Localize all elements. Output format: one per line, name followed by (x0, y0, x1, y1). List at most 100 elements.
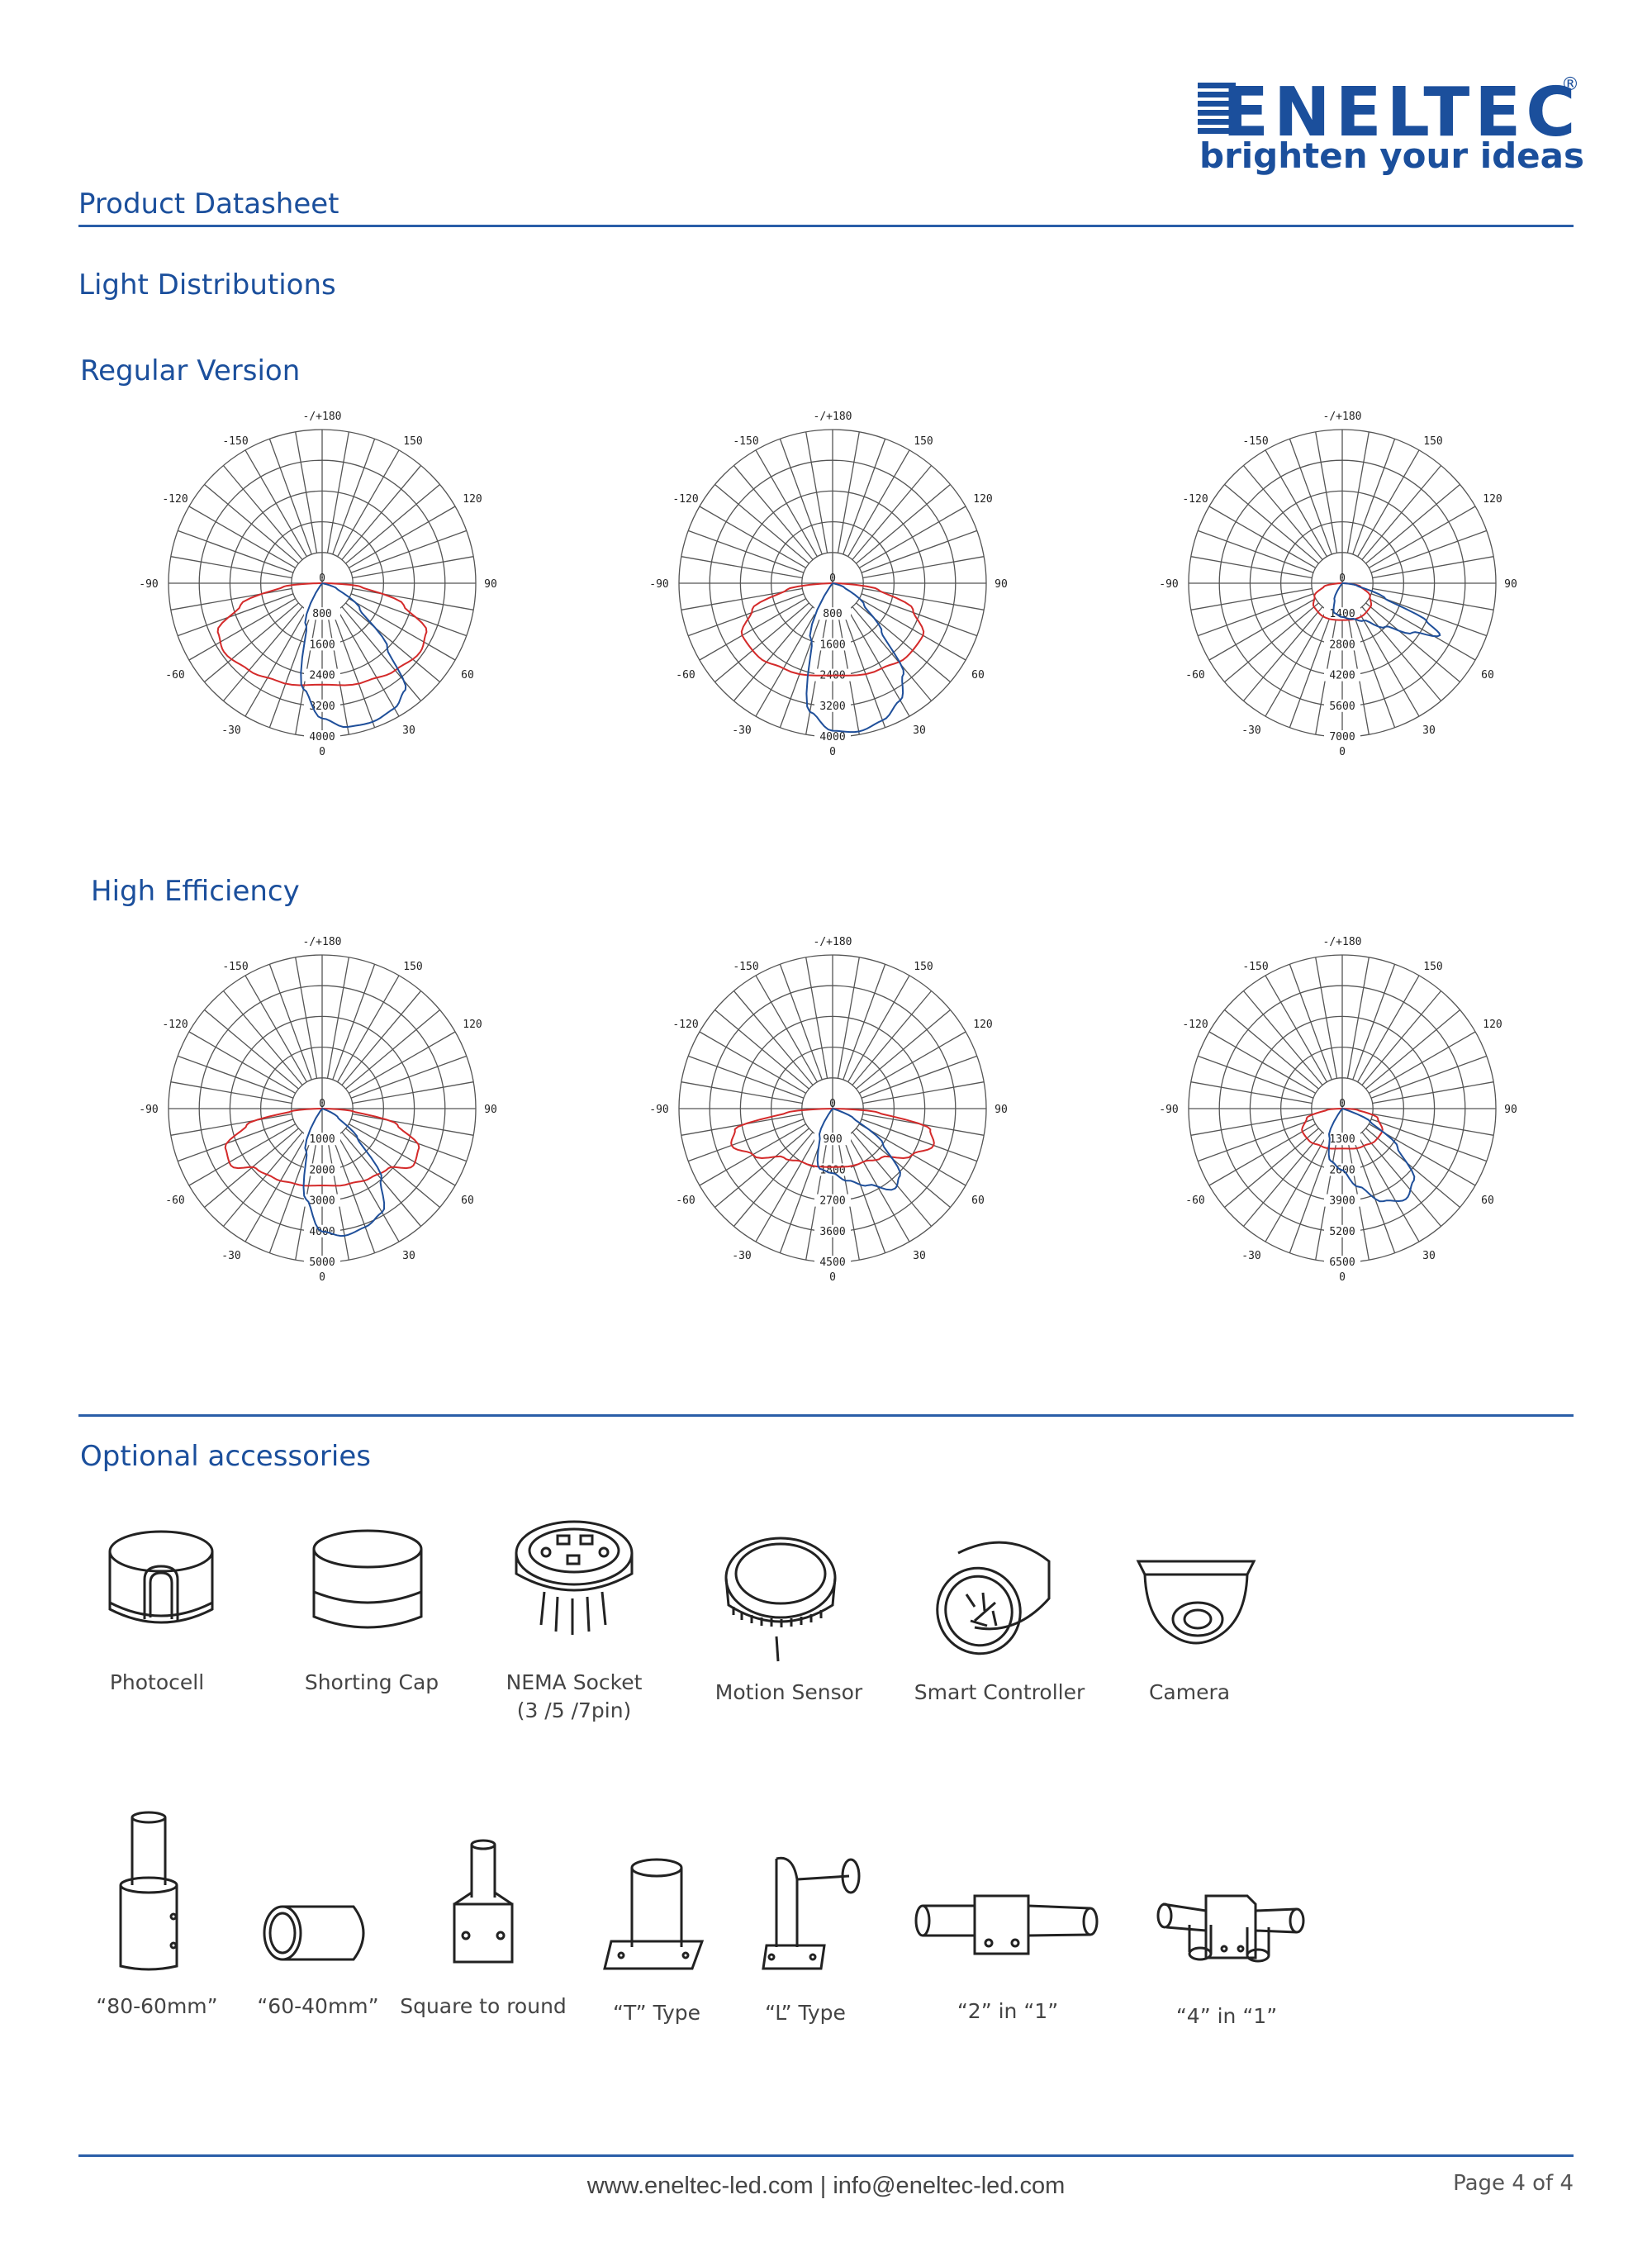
polar-spoke (332, 611, 376, 729)
polar-spoke (714, 602, 809, 683)
polar-spoke (699, 506, 807, 568)
polar-spoke (1224, 1009, 1319, 1090)
polar-spoke (348, 506, 456, 568)
radial-label-bg (814, 638, 851, 651)
polar-spoke (244, 609, 307, 717)
company-logo: ENELTEC ® brighten your ideas (1198, 74, 1586, 178)
accessories-divider (78, 1414, 1574, 1417)
polar-spoke (1372, 556, 1494, 579)
polar-spoke (1346, 431, 1370, 553)
polar-spoke (1242, 465, 1323, 560)
polar-spoke (1315, 431, 1338, 553)
polar-spoke (852, 606, 933, 701)
angle-label: 150 (403, 435, 422, 448)
polar-spoke (1370, 1119, 1488, 1162)
angle-label: -120 (162, 1019, 188, 1031)
polar-spoke (177, 593, 294, 637)
polar-spoke (687, 593, 805, 637)
polar-spoke (687, 1055, 805, 1099)
polar-spoke (1208, 506, 1317, 568)
polar-spoke (755, 449, 818, 558)
polar-spoke (687, 1119, 805, 1162)
adapter-60-40-label: “60-40mm” (257, 1994, 379, 2018)
radial-label: 3000 (309, 1195, 335, 1208)
angle-label: 150 (1423, 961, 1442, 973)
angle-label-top: -/+180 (814, 411, 852, 423)
l-type-label: “L” Type (765, 2001, 846, 2025)
radial-label: 2700 (819, 1195, 845, 1208)
polar-spoke (1370, 1055, 1488, 1099)
polar-spoke (847, 1134, 910, 1242)
radial-label-bg (814, 1256, 851, 1268)
angle-label: -90 (1159, 1104, 1178, 1116)
angle-label: -150 (222, 435, 248, 448)
polar-spoke (268, 1137, 312, 1254)
polar-spoke (341, 465, 422, 560)
angle-label-top: -/+180 (303, 936, 342, 948)
adapter-80-60-icon (119, 1811, 178, 1971)
angle-label: 120 (463, 1019, 482, 1031)
polar-spoke (858, 598, 966, 661)
polar-spoke (681, 556, 803, 579)
polar-spoke (847, 449, 910, 558)
polar-spoke (170, 1081, 292, 1104)
angle-label: -90 (649, 578, 668, 591)
adapter-60-40-icon (263, 1905, 365, 1961)
angle-label-bottom: 0 (1339, 1271, 1346, 1284)
radial-label: 3600 (819, 1226, 845, 1238)
polar-spoke (1197, 530, 1314, 573)
angle-label: 30 (913, 1250, 926, 1262)
polar-spoke (1265, 1134, 1327, 1242)
radial-label: 4000 (819, 731, 845, 743)
angle-label: 150 (914, 435, 933, 448)
adapter-80-60-label: “80-60mm” (96, 1994, 218, 2018)
polar-spoke (1352, 1137, 1396, 1254)
polar-spoke (733, 990, 814, 1085)
high-efficiency-title: High Efficiency (91, 875, 300, 908)
two-in-one-label: “2” in “1” (957, 1999, 1059, 2023)
polar-spoke (341, 606, 422, 701)
polar-spoke (350, 1119, 468, 1162)
shorting-cap-label: Shorting Cap (304, 1670, 439, 1694)
curve-c0-180 (224, 1108, 420, 1187)
radial-label: 5600 (1329, 701, 1355, 713)
polar-spoke (1289, 1137, 1332, 1254)
angle-label: -60 (676, 669, 695, 682)
polar-spoke (1365, 1128, 1460, 1209)
radial-label: 5200 (1329, 1226, 1355, 1238)
polar-spoke (1368, 506, 1476, 568)
polar-spoke (326, 957, 349, 1079)
radial-label-bg (1324, 1256, 1360, 1268)
angle-label: -150 (733, 961, 758, 973)
curve-c90-270 (1327, 1108, 1416, 1203)
radial-label-bg (1324, 1224, 1360, 1237)
center-label: 0 (829, 1098, 836, 1110)
radial-label: 2400 (309, 670, 335, 682)
curve-c90-270 (816, 1108, 901, 1191)
angle-label-bottom: 0 (1339, 746, 1346, 758)
polar-spoke (345, 602, 440, 683)
radial-label: 5000 (309, 1256, 335, 1269)
polar-spoke (1197, 593, 1314, 637)
polar-spoke (837, 431, 860, 553)
angle-label-top: -/+180 (303, 411, 342, 423)
polar-spoke (843, 1137, 886, 1254)
four-in-one-label: “4” in “1” (1175, 2004, 1278, 2028)
angle-label: 60 (461, 669, 474, 682)
polar-spoke (852, 990, 933, 1085)
curve-c90-270 (300, 582, 407, 728)
radial-label-bg (1324, 638, 1360, 651)
polar-spoke (1190, 1113, 1313, 1136)
regular-version-title: Regular Version (80, 354, 301, 387)
polar-spoke (1242, 990, 1323, 1085)
curve-c0-180 (740, 582, 925, 677)
footer-divider (78, 2154, 1574, 2157)
angle-label-top: -/+180 (814, 936, 852, 948)
polar-spoke (1289, 963, 1332, 1081)
polar-spoke (326, 431, 349, 553)
angle-label: 60 (971, 1195, 985, 1207)
polar-spoke (805, 957, 828, 1079)
radial-label: 6500 (1329, 1256, 1355, 1269)
